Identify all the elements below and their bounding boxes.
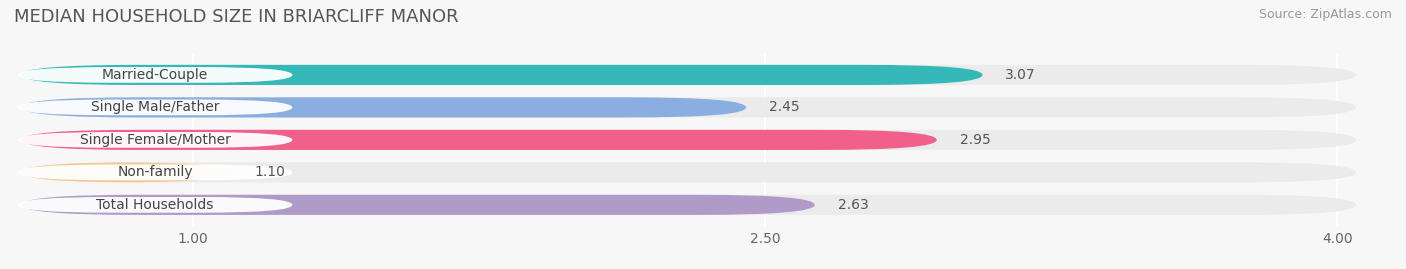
Text: MEDIAN HOUSEHOLD SIZE IN BRIARCLIFF MANOR: MEDIAN HOUSEHOLD SIZE IN BRIARCLIFF MANO…: [14, 8, 458, 26]
Text: 2.95: 2.95: [960, 133, 990, 147]
Text: Married-Couple: Married-Couple: [103, 68, 208, 82]
Text: 2.63: 2.63: [838, 198, 869, 212]
Text: Non-family: Non-family: [117, 165, 193, 179]
Text: Single Female/Mother: Single Female/Mother: [80, 133, 231, 147]
Text: 1.10: 1.10: [254, 165, 285, 179]
FancyBboxPatch shape: [21, 195, 814, 215]
Text: Total Households: Total Households: [97, 198, 214, 212]
FancyBboxPatch shape: [21, 130, 1357, 150]
Text: 3.07: 3.07: [1005, 68, 1036, 82]
FancyBboxPatch shape: [21, 97, 1357, 118]
FancyBboxPatch shape: [21, 195, 1357, 215]
FancyBboxPatch shape: [18, 100, 292, 115]
Text: 2.45: 2.45: [769, 100, 800, 114]
FancyBboxPatch shape: [18, 197, 292, 213]
FancyBboxPatch shape: [18, 165, 292, 180]
FancyBboxPatch shape: [21, 162, 232, 182]
FancyBboxPatch shape: [21, 97, 747, 118]
FancyBboxPatch shape: [18, 132, 292, 148]
FancyBboxPatch shape: [21, 162, 1357, 182]
FancyBboxPatch shape: [21, 65, 983, 85]
FancyBboxPatch shape: [21, 65, 1357, 85]
Text: Single Male/Father: Single Male/Father: [91, 100, 219, 114]
Text: Source: ZipAtlas.com: Source: ZipAtlas.com: [1258, 8, 1392, 21]
FancyBboxPatch shape: [18, 67, 292, 83]
FancyBboxPatch shape: [21, 130, 936, 150]
